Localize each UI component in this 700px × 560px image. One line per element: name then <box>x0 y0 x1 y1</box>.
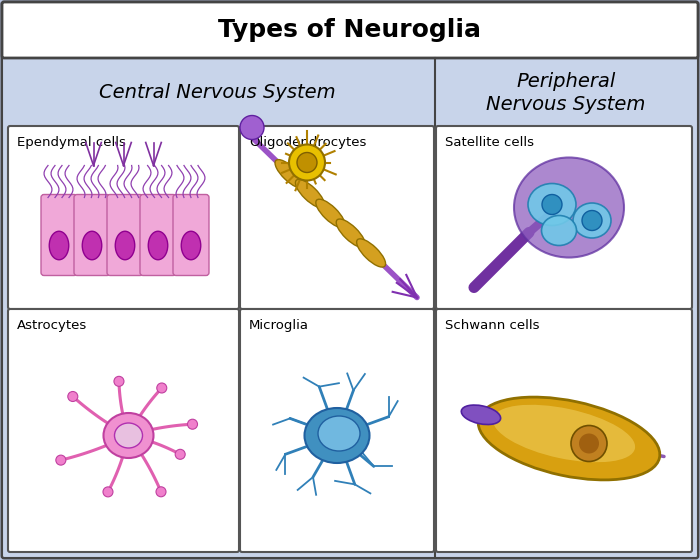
Circle shape <box>542 194 562 214</box>
Ellipse shape <box>275 160 304 188</box>
Circle shape <box>240 115 264 139</box>
Circle shape <box>156 487 166 497</box>
Text: Types of Neuroglia: Types of Neuroglia <box>218 18 482 42</box>
FancyBboxPatch shape <box>2 2 698 58</box>
Ellipse shape <box>49 231 69 260</box>
FancyBboxPatch shape <box>2 56 698 558</box>
FancyBboxPatch shape <box>240 309 434 552</box>
Circle shape <box>114 376 124 386</box>
FancyBboxPatch shape <box>107 194 143 276</box>
FancyBboxPatch shape <box>74 194 110 276</box>
Ellipse shape <box>461 405 500 424</box>
Text: Microglia: Microglia <box>249 319 309 332</box>
Ellipse shape <box>493 405 635 462</box>
Circle shape <box>289 144 325 180</box>
FancyBboxPatch shape <box>140 194 176 276</box>
FancyBboxPatch shape <box>173 194 209 276</box>
Ellipse shape <box>115 423 143 448</box>
FancyBboxPatch shape <box>436 126 692 309</box>
Text: Oligodendrocytes: Oligodendrocytes <box>249 136 366 149</box>
Text: Satellite cells: Satellite cells <box>445 136 534 149</box>
Ellipse shape <box>318 416 360 451</box>
Ellipse shape <box>148 231 168 260</box>
Ellipse shape <box>356 239 386 267</box>
Text: Peripheral
Nervous System: Peripheral Nervous System <box>486 72 645 114</box>
Ellipse shape <box>83 231 102 260</box>
Ellipse shape <box>478 397 660 480</box>
FancyBboxPatch shape <box>436 309 692 552</box>
Circle shape <box>175 449 186 459</box>
Ellipse shape <box>116 231 134 260</box>
Circle shape <box>103 487 113 497</box>
FancyBboxPatch shape <box>41 194 77 276</box>
Ellipse shape <box>336 219 365 248</box>
Circle shape <box>188 419 197 429</box>
Text: Schwann cells: Schwann cells <box>445 319 540 332</box>
FancyBboxPatch shape <box>8 309 239 552</box>
Ellipse shape <box>304 408 370 463</box>
Circle shape <box>582 211 602 231</box>
Ellipse shape <box>181 231 201 260</box>
Ellipse shape <box>573 203 611 238</box>
Ellipse shape <box>104 413 153 458</box>
Circle shape <box>68 391 78 402</box>
Circle shape <box>297 152 317 172</box>
Ellipse shape <box>528 184 576 226</box>
Ellipse shape <box>316 199 345 227</box>
Ellipse shape <box>295 179 324 208</box>
FancyBboxPatch shape <box>8 126 239 309</box>
Text: Ependymal cells: Ependymal cells <box>17 136 126 149</box>
Circle shape <box>571 426 607 461</box>
Text: Astrocytes: Astrocytes <box>17 319 88 332</box>
Circle shape <box>157 383 167 393</box>
FancyBboxPatch shape <box>240 126 434 309</box>
Circle shape <box>579 433 599 454</box>
Text: Central Nervous System: Central Nervous System <box>99 83 336 102</box>
Ellipse shape <box>514 157 624 258</box>
Circle shape <box>56 455 66 465</box>
Ellipse shape <box>542 216 577 245</box>
